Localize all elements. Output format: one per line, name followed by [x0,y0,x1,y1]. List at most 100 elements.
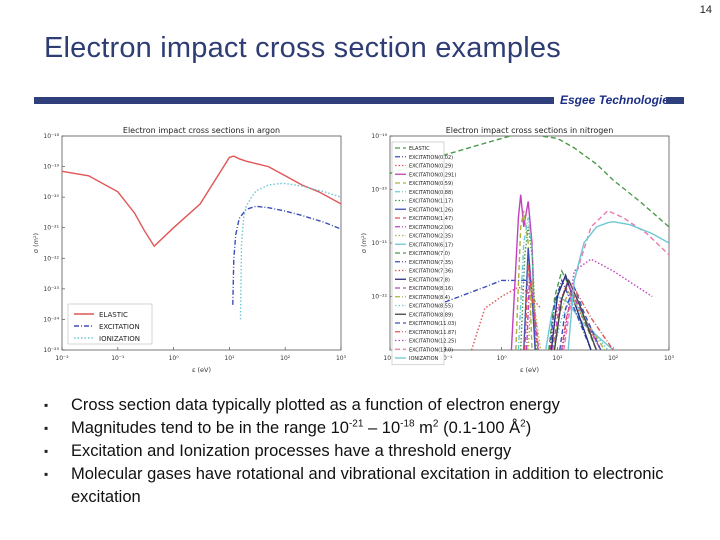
legend-label: EXCITATION(7.35) [409,260,453,266]
bullet-text: Cross section data typically plotted as … [71,396,560,414]
legend-label: EXCITATION(2.06) [409,225,453,231]
slide-title: Electron impact cross section examples [44,32,561,64]
legend-label: EXCITATION(0.02) [409,155,453,161]
chart-title: Electron impact cross sections in nitrog… [446,126,614,135]
bullet-item: ▪ Excitation and Ionization processes ha… [44,440,684,463]
series-line [520,226,538,350]
x-tick-label: 10³ [664,355,675,362]
y-tick-label: 10⁻²⁴ [43,316,59,323]
x-tick-label: 10⁻² [383,355,397,362]
legend-label: EXCITATION(1.17) [409,199,453,205]
bullet-text: Molecular gases have rotational and vibr… [71,465,664,506]
square-bullet-icon: ▪ [44,398,49,412]
legend-label: EXCITATION(1.26) [409,207,453,213]
plot-frame [61,135,342,351]
title-rule-right [666,97,684,104]
legend-label: EXCITATION(0.88) [409,190,453,196]
x-tick-label: 10⁻¹ [439,355,453,362]
legend-label: ELASTIC [409,146,430,152]
y-tick-label: 10⁻¹⁹ [43,164,59,171]
series-line [470,286,542,350]
series-line [406,279,529,335]
y-tick-label: 10⁻²¹ [43,225,59,232]
series-line [524,264,539,350]
legend-label: IONIZATION [99,335,140,343]
y-tick-label: 10⁻¹⁸ [43,133,59,140]
x-tick-label: 10⁰ [169,355,180,362]
bullet-text-part: m [414,419,433,437]
y-axis-label: σ (m²) [360,233,368,253]
x-tick-label: 10³ [336,355,347,362]
series-line [510,194,536,350]
legend-label: EXCITATION(2.35) [409,234,453,240]
x-tick-label: 10⁻¹ [111,355,125,362]
series-line [548,269,598,350]
bullet-text: Excitation and Ionization processes have… [71,442,512,460]
x-axis-label: ε (eV) [192,366,211,374]
series-line [549,278,592,350]
legend-label: IONIZATION [409,356,439,362]
x-tick-label: 10² [608,355,619,362]
bullet-text-part: ) [525,419,532,437]
y-tick-label: 10⁻²² [371,294,387,301]
series-line [561,258,653,350]
series-line [515,210,533,350]
square-bullet-icon: ▪ [44,467,49,481]
legend-label: EXCITATION(8.89) [409,312,453,318]
x-tick-label: 10² [280,355,291,362]
series-line [62,155,341,248]
x-tick-label: 10⁰ [497,355,508,362]
bullet-text-part: Magnitudes tend to be in the range 10 [71,419,349,437]
x-tick-label: 10⁻² [55,355,69,362]
legend-box [391,141,445,366]
y-tick-label: 10⁻²³ [43,286,59,293]
x-tick-label: 10¹ [224,355,235,362]
legend-label: EXCITATION(0.29) [409,164,453,170]
legend-label: EXCITATION(13.0) [409,347,453,353]
bullet-item: ▪ Cross section data typically plotted a… [44,394,684,417]
bullet-superscript: -18 [400,418,415,430]
title-rule [34,97,554,104]
legend-label: EXCITATION(7.0) [409,251,450,257]
x-axis-label: ε (eV) [520,366,539,374]
bullet-text-part: (0.1-100 Å [438,419,521,437]
legend-label: EXCITATION(1.47) [409,216,453,222]
series-line [390,136,669,228]
y-tick-label: 10⁻²⁰ [371,187,387,194]
series-line [563,209,669,350]
legend-label: ELASTIC [99,311,128,319]
y-axis-label: σ (m²) [32,233,40,253]
legend-label: EXCITATION(11.03) [409,321,456,327]
square-bullet-icon: ▪ [44,421,49,435]
y-tick-label: 10⁻²⁰ [43,194,59,201]
series-line [552,290,606,350]
legend-label: EXCITATION(12.25) [409,339,456,345]
y-tick-label: 10⁻²² [43,255,59,262]
y-tick-label: 10⁻¹⁹ [371,133,387,140]
bullet-item: ▪ Molecular gases have rotational and vi… [44,463,684,509]
bullet-superscript: -21 [348,418,364,430]
square-bullet-icon: ▪ [44,444,49,458]
chart-title: Electron impact cross sections in argon [123,126,280,135]
series-line [553,278,598,350]
charts-figure: Electron impact cross sections in argon 1… [32,126,675,374]
legend-label: EXCITATION(7.36) [409,269,453,275]
legend-label: EXCITATION(0.59) [409,181,453,187]
legend-label: EXCITATION(11.87) [409,330,456,336]
y-tick-label: 10⁻²¹ [371,240,387,247]
x-tick-label: 10¹ [552,355,563,362]
legend-label: EXCITATION(6.17) [409,242,453,248]
legend-label: EXCITATION(8.4) [409,295,450,301]
bullet-list: ▪ Cross section data typically plotted a… [44,394,684,509]
legend-label: EXCITATION(8.16) [409,286,453,292]
series-line [560,290,614,350]
y-tick-label: 10⁻²⁵ [43,347,59,354]
legend-label: EXCITATION [99,323,140,331]
bullet-text-part: – 10 [363,419,401,437]
series-line [567,220,669,350]
page-number: 14 [699,4,712,16]
legend-label: EXCITATION(0.291) [409,172,456,178]
series-line [550,273,592,350]
legend-label: EXCITATION(8.55) [409,304,453,310]
bullet-superscript: 2 [520,418,526,430]
